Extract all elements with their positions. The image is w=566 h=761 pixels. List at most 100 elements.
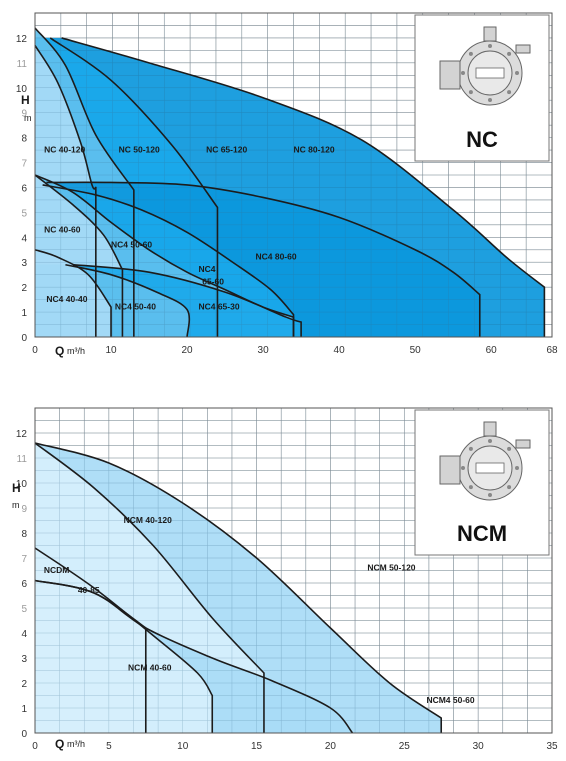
curve-nc4-65-60 <box>42 184 295 337</box>
curve-label: NC4 65-30 <box>198 302 239 312</box>
curve-label: NC 50-120 <box>119 145 160 155</box>
x-tick-label: 20 <box>325 741 337 752</box>
area-nc4-40-40 <box>35 249 112 337</box>
y-tick-label: 2 <box>21 283 27 294</box>
product-badge: NCM <box>414 409 550 556</box>
curve-ncm-40-120 <box>34 442 265 733</box>
curve-label: NC4 40-40 <box>46 294 87 304</box>
pump-bolt <box>507 90 512 95</box>
pump-outlet-flange <box>515 44 531 54</box>
y-tick-label: 0 <box>21 333 27 344</box>
curve-areas <box>35 27 545 338</box>
curve-label: 65-60 <box>202 277 224 287</box>
y-tick-label: 12 <box>16 429 28 440</box>
x-tick-label: 20 <box>181 345 193 356</box>
x-tick-label: 30 <box>258 345 270 356</box>
y-tick-label: 1 <box>21 308 27 319</box>
x-tick-label: 10 <box>105 345 117 356</box>
x-axis-unit: m³/h <box>67 346 85 356</box>
y-tick-label: 9 <box>21 504 27 515</box>
y-tick-label: 7 <box>21 554 27 565</box>
y-tick-label: 3 <box>21 258 27 269</box>
badge-title: NC <box>466 127 498 152</box>
badge-title: NCM <box>457 521 507 546</box>
y-axis-label: H <box>21 93 30 107</box>
curve-nc4-80-60 <box>46 181 481 337</box>
y-tick-label: 2 <box>21 679 27 690</box>
pump-bolt <box>507 485 512 490</box>
pump-bolt <box>468 446 473 451</box>
pump-nameplate <box>475 67 505 79</box>
y-tick-label: 6 <box>21 579 27 590</box>
x-tick-labels: 0 5 10 15 20 25 30 35 <box>32 741 558 752</box>
y-tick-label: 9 <box>21 109 27 120</box>
y-tick-label: 5 <box>21 604 27 615</box>
x-tick-label: 60 <box>486 345 498 356</box>
y-axis-unit: m <box>12 500 20 510</box>
pump-bolt <box>488 439 492 443</box>
y-tick-label: 4 <box>21 629 27 640</box>
pump-icon <box>439 421 531 501</box>
x-tick-label: 0 <box>32 345 38 356</box>
x-axis-label: Q <box>55 737 64 751</box>
y-tick-label: 7 <box>21 159 27 170</box>
pump-bolt <box>515 466 519 470</box>
curve-ncm-40-60 <box>34 547 214 733</box>
y-tick-label: 10 <box>16 84 28 95</box>
x-tick-label: 10 <box>177 741 189 752</box>
y-tick-label: 3 <box>21 654 27 665</box>
pump-bolt <box>468 90 473 95</box>
curve-label: NCM 50-120 <box>367 563 415 573</box>
curve-lines <box>34 442 443 734</box>
y-axis-label: H <box>12 481 21 495</box>
x-tick-label: 50 <box>410 345 422 356</box>
curve-label: NC4 80-60 <box>255 252 296 262</box>
curve-label: NC 40-60 <box>44 224 81 234</box>
curve-nc-65-120 <box>49 37 219 337</box>
pump-bolt <box>468 51 473 56</box>
curve-label: 40-85 <box>78 585 100 595</box>
pump-bolt <box>507 51 512 56</box>
pump-terminal-box <box>439 60 461 90</box>
y-tick-label: 11 <box>17 59 28 70</box>
x-tick-label: 25 <box>399 741 411 752</box>
curve-label: NC4 50-60 <box>111 239 152 249</box>
curve-label: NC 80-120 <box>294 145 335 155</box>
pump-bolt <box>515 71 519 75</box>
curve-nc4-65-30 <box>72 263 302 337</box>
pump-icon <box>439 26 531 106</box>
curve-labels: NC 40-120 NC 50-120 NC 65-120 NC 80-120 NC 4… <box>44 145 335 312</box>
y-tick-label: 11 <box>17 454 28 465</box>
chart-0: NC 40-120 NC 50-120 NC 65-120 NC 80-120 NC 4… <box>16 12 558 358</box>
pump-pipe <box>483 26 497 42</box>
x-tick-label: 0 <box>32 741 38 752</box>
curve-label: NC4 50-40 <box>115 302 156 312</box>
x-tick-label: 40 <box>334 345 346 356</box>
pump-bolt <box>488 98 492 102</box>
y-tick-label: 10 <box>16 479 28 490</box>
y-tick-label: 4 <box>21 233 27 244</box>
curve-ncm-50-120 <box>34 442 443 733</box>
curve-nc4-50-40 <box>65 263 191 338</box>
curve-areas <box>35 443 442 733</box>
x-tick-label: 5 <box>106 741 112 752</box>
y-tick-label: 12 <box>16 34 28 45</box>
pump-pipe <box>483 421 497 437</box>
curve-nc4-40-60 <box>34 174 124 337</box>
pump-nameplate <box>475 462 505 474</box>
curve-nc-80-120 <box>61 37 546 337</box>
x-tick-label: 15 <box>251 741 263 752</box>
y-tick-label: 8 <box>21 134 27 145</box>
curve-label: NCM 40-60 <box>128 663 172 673</box>
curve-label: NCM4 50-60 <box>426 695 474 705</box>
plot-frame <box>34 407 553 734</box>
y-tick-label: 6 <box>21 183 27 194</box>
pump-terminal-box <box>439 455 461 485</box>
curve-lines <box>34 27 546 338</box>
product-badge: NC <box>414 14 550 162</box>
chart-1: NCM 40-120 NCM 50-120 NCDM 40-85 NCM 40-60 NC… <box>12 407 558 752</box>
curve-label: NCDM <box>44 565 69 575</box>
y-tick-label: 0 <box>21 729 27 740</box>
